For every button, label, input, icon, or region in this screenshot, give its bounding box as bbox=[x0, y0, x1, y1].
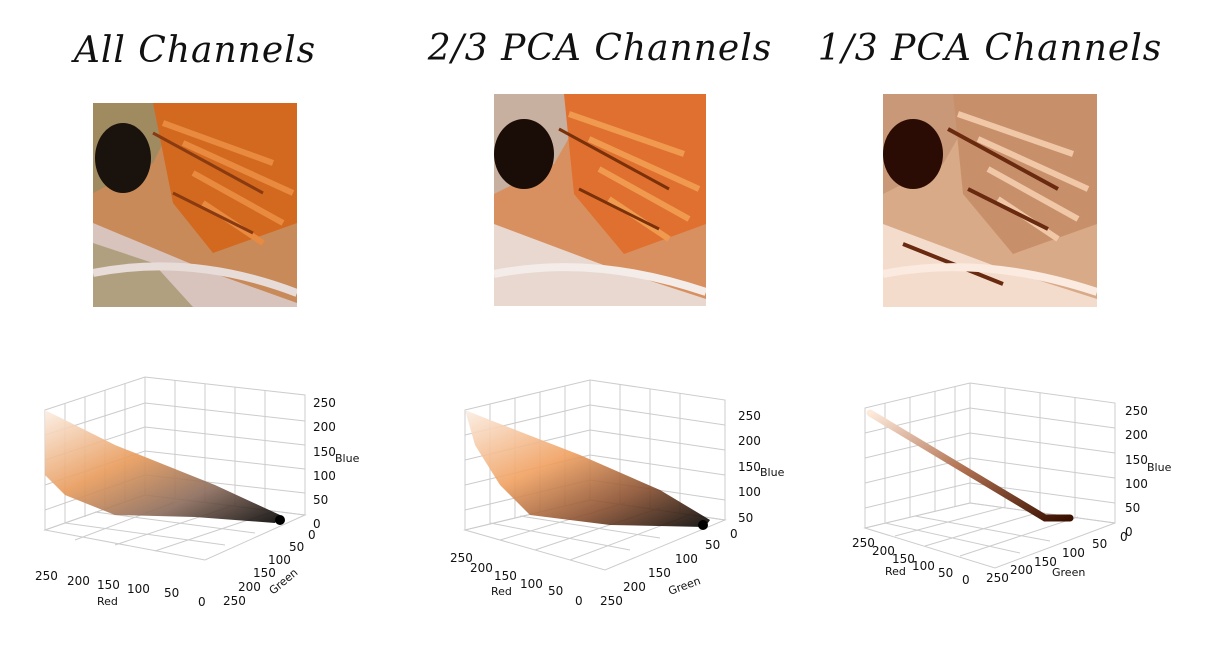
z-tick: 100 bbox=[738, 485, 761, 499]
x-ticks: 250 200 150 100 50 0 bbox=[35, 569, 206, 609]
point-cloud bbox=[465, 410, 710, 527]
z-axis-label: Blue bbox=[1147, 461, 1172, 474]
y-tick: 250 bbox=[600, 594, 623, 608]
y-tick: 250 bbox=[986, 571, 1009, 585]
y-tick: 150 bbox=[253, 566, 276, 580]
z-ticks: 0 50 100 150 200 250 bbox=[1125, 404, 1148, 539]
y-tick: 150 bbox=[1034, 555, 1057, 569]
z-tick: 200 bbox=[313, 420, 336, 434]
y-tick: 50 bbox=[1092, 537, 1107, 551]
z-tick: 100 bbox=[313, 469, 336, 483]
x-tick: 50 bbox=[164, 586, 179, 600]
z-tick: 250 bbox=[313, 396, 336, 410]
y-tick: 250 bbox=[223, 594, 246, 608]
y-ticks: 250 200 150 100 50 0 bbox=[600, 527, 738, 608]
x-tick: 50 bbox=[548, 584, 563, 598]
y-tick: 50 bbox=[705, 538, 720, 552]
x-tick: 200 bbox=[470, 561, 493, 575]
x-tick: 150 bbox=[97, 578, 120, 592]
z-tick: 250 bbox=[738, 409, 761, 423]
x-tick: 150 bbox=[494, 569, 517, 583]
x-tick: 0 bbox=[575, 594, 583, 608]
panel-title: 1/3 PCA Channels bbox=[817, 28, 1163, 69]
z-tick: 50 bbox=[1125, 501, 1140, 515]
z-tick: 150 bbox=[1125, 453, 1148, 467]
scatter-plot-3d: 0 50 100 150 200 250 Blue 250 200 150 10… bbox=[852, 382, 1172, 587]
z-tick: 0 bbox=[313, 517, 321, 531]
x-ticks: 250 200 150 100 50 0 bbox=[450, 551, 583, 608]
x-tick: 250 bbox=[35, 569, 58, 583]
y-tick: 0 bbox=[1120, 530, 1128, 544]
x-tick: 200 bbox=[67, 574, 90, 588]
x-tick: 200 bbox=[872, 544, 895, 558]
y-tick: 100 bbox=[1062, 546, 1085, 560]
z-tick: 200 bbox=[1125, 428, 1148, 442]
x-axis-label: Red bbox=[97, 595, 118, 608]
z-ticks: 50 100 150 200 250 bbox=[738, 409, 761, 525]
x-tick: 250 bbox=[450, 551, 473, 565]
z-ticks: 0 50 100 150 200 250 bbox=[313, 396, 336, 531]
grid-lines bbox=[863, 382, 1116, 569]
z-tick: 150 bbox=[738, 460, 761, 474]
panel-two-thirds-pca: 2/3 PCA Channels bbox=[400, 0, 800, 647]
x-axis-label: Red bbox=[491, 585, 512, 598]
x-tick: 150 bbox=[892, 552, 915, 566]
x-tick: 100 bbox=[520, 577, 543, 591]
y-ticks: 250 200 150 100 50 0 bbox=[986, 530, 1128, 585]
z-axis-label: Blue bbox=[760, 466, 785, 479]
point-line bbox=[866, 409, 1074, 522]
panel-title: 2/3 PCA Channels bbox=[427, 28, 773, 69]
y-tick: 0 bbox=[730, 527, 738, 541]
x-tick: 100 bbox=[912, 559, 935, 573]
y-tick: 100 bbox=[675, 552, 698, 566]
panel-all-channels: All Channels bbox=[0, 0, 395, 647]
image-thumbnail-two-thirds-pca bbox=[494, 94, 706, 306]
y-axis-label: Green bbox=[1052, 566, 1085, 579]
data-point bbox=[275, 515, 285, 525]
x-tick: 50 bbox=[938, 566, 953, 580]
x-tick: 100 bbox=[127, 582, 150, 596]
y-tick: 200 bbox=[623, 580, 646, 594]
y-tick: 50 bbox=[289, 540, 304, 554]
x-ticks: 250 200 150 100 50 0 bbox=[852, 536, 970, 587]
z-axis-label: Blue bbox=[335, 452, 360, 465]
x-tick: 0 bbox=[962, 573, 970, 587]
y-ticks: 250 200 150 100 50 0 bbox=[223, 528, 316, 608]
y-tick: 0 bbox=[308, 528, 316, 542]
image-thumbnail-original bbox=[93, 103, 297, 307]
x-axis-label: Red bbox=[885, 565, 906, 578]
z-tick: 150 bbox=[313, 445, 336, 459]
y-tick: 200 bbox=[238, 580, 261, 594]
z-tick: 200 bbox=[738, 434, 761, 448]
image-thumbnail-one-third-pca bbox=[883, 94, 1097, 307]
z-tick: 0 bbox=[1125, 525, 1133, 539]
y-tick: 100 bbox=[268, 553, 291, 567]
y-tick: 200 bbox=[1010, 563, 1033, 577]
point-cloud bbox=[45, 410, 280, 523]
z-tick: 100 bbox=[1125, 477, 1148, 491]
scatter-plot-3d: 0 50 100 150 200 250 Blue 250 200 150 10… bbox=[35, 376, 360, 609]
panel-title: All Channels bbox=[73, 30, 317, 71]
z-tick: 50 bbox=[738, 511, 753, 525]
x-tick: 250 bbox=[852, 536, 875, 550]
x-tick: 0 bbox=[198, 595, 206, 609]
y-tick: 150 bbox=[648, 566, 671, 580]
z-tick: 50 bbox=[313, 493, 328, 507]
z-tick: 250 bbox=[1125, 404, 1148, 418]
scatter-plot-3d: 50 100 150 200 250 Blue 250 200 150 100 … bbox=[450, 379, 785, 608]
panel-one-third-pca: 1/3 PCA Channels bbox=[790, 0, 1190, 647]
data-point bbox=[698, 520, 708, 530]
y-axis-label: Green bbox=[667, 574, 703, 598]
